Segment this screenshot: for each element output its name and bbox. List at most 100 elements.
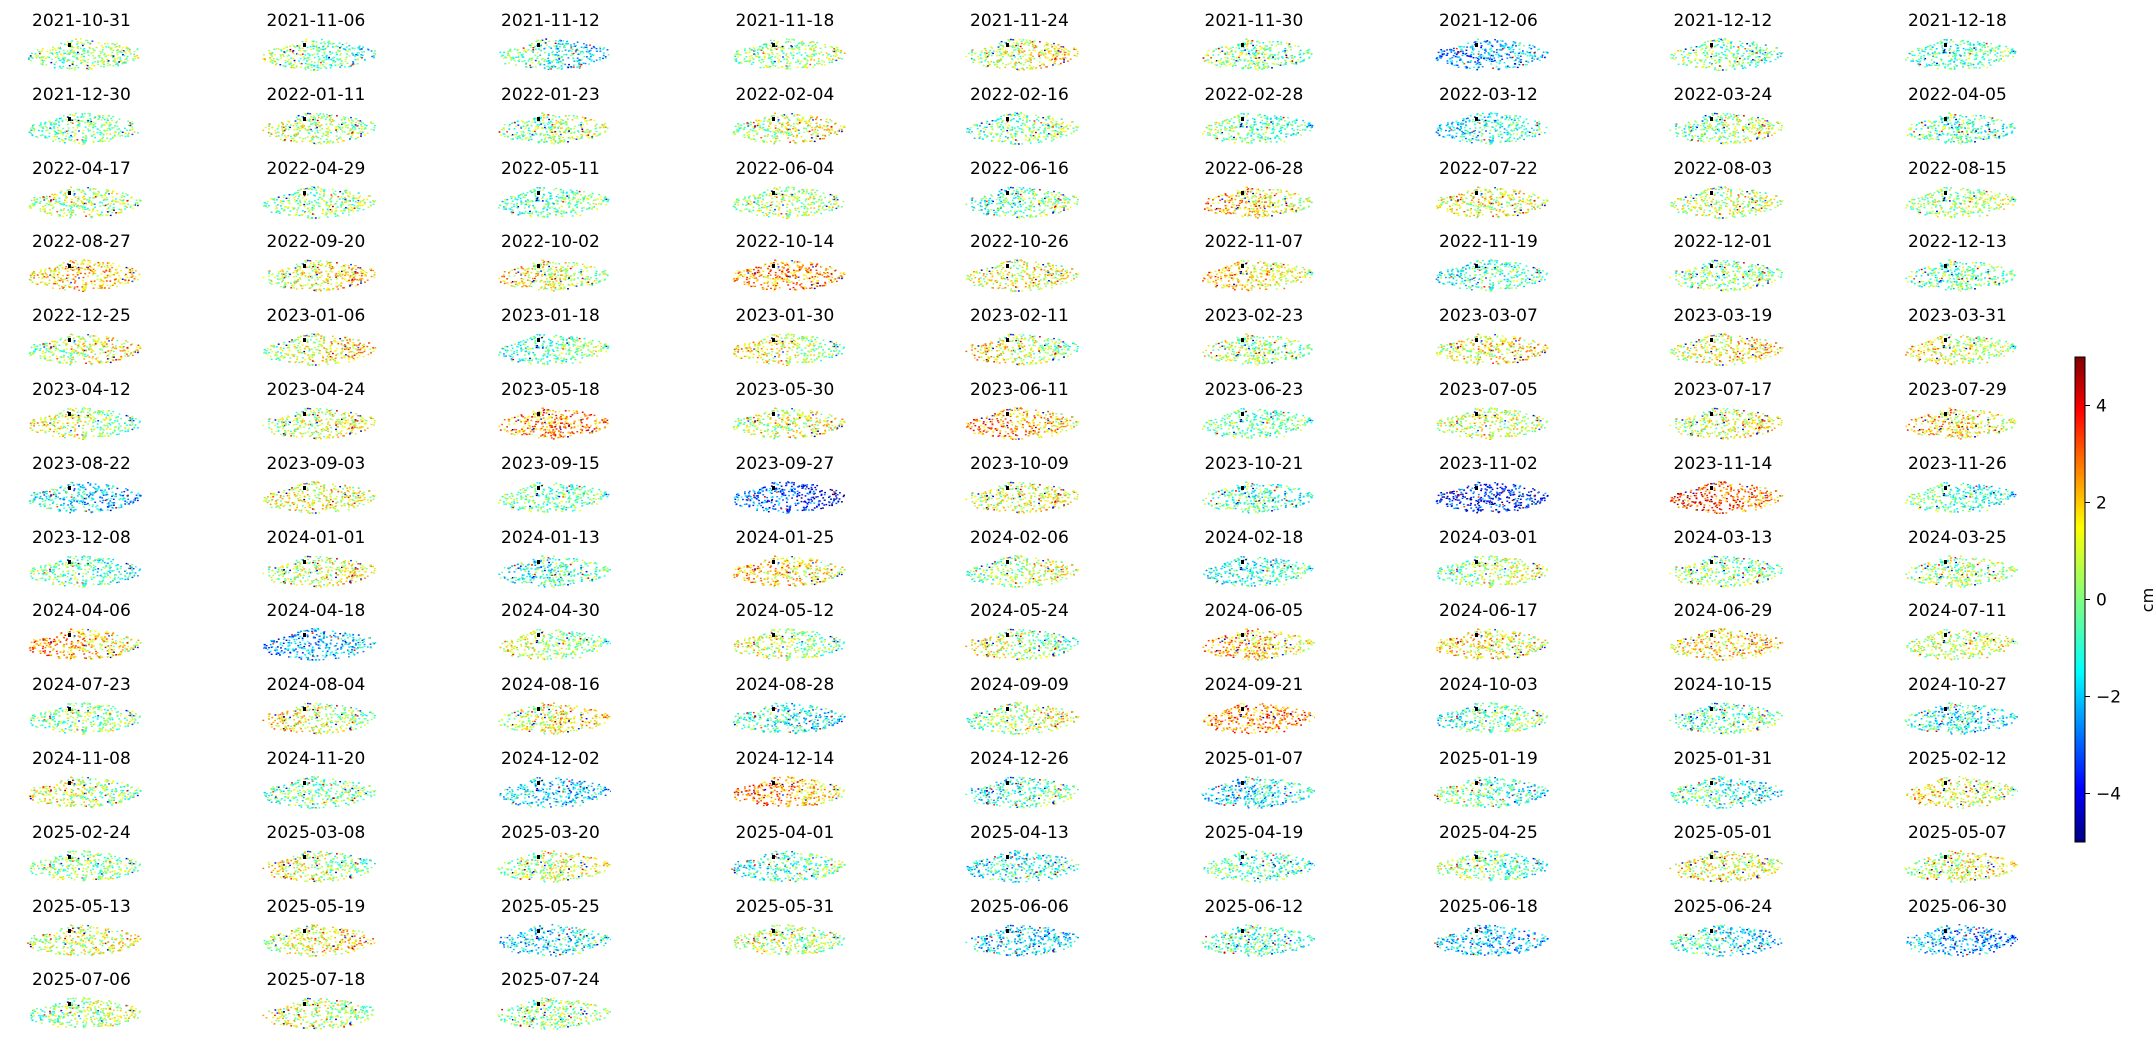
map-pixel	[1023, 43, 1025, 46]
map-pixel	[1059, 58, 1062, 60]
map-pixel	[1448, 57, 1451, 60]
map-pixel	[1758, 60, 1760, 62]
map-pixel	[765, 141, 768, 143]
map-pixel	[1047, 115, 1049, 117]
map-pixel	[1923, 50, 1926, 53]
map-pixel	[1751, 53, 1754, 55]
map-pixel	[977, 55, 979, 58]
map-pixel	[1225, 53, 1228, 55]
map-pixel	[87, 54, 90, 57]
map-pixel	[1718, 61, 1720, 64]
map-pixel	[1490, 47, 1493, 49]
map-pixel	[808, 130, 810, 132]
map-pixel	[1722, 44, 1725, 46]
map-pixel	[89, 42, 91, 44]
map-pixel	[1002, 46, 1005, 48]
map-pixel	[57, 132, 59, 135]
map-pixel	[1537, 57, 1540, 59]
map-pixel	[772, 39, 775, 42]
map-pixel	[750, 49, 753, 51]
map-pixel	[1220, 46, 1222, 49]
map-pixel	[1923, 56, 1925, 59]
map-pixel	[103, 52, 106, 55]
map-pixel	[1016, 114, 1019, 116]
map-pixel	[49, 49, 52, 52]
map-pixel	[538, 123, 541, 126]
map-pixel	[593, 46, 596, 49]
map-pixel	[133, 55, 136, 57]
map-pixel	[331, 61, 334, 64]
map-pixel	[1471, 44, 1474, 46]
map-pixel	[1700, 45, 1702, 47]
reference-point-marker	[1006, 116, 1009, 121]
map-pixel	[1310, 53, 1312, 55]
map-pixel	[1498, 62, 1501, 65]
map-pixel	[1737, 46, 1739, 48]
map-pixel	[71, 51, 74, 53]
map-pixel	[748, 60, 751, 62]
map-pixel	[56, 126, 59, 129]
map-pixel	[63, 141, 66, 144]
map-pixel	[781, 45, 783, 48]
map-pixel	[762, 66, 765, 69]
map-pixel	[1020, 131, 1023, 133]
map-pixel	[1983, 45, 1986, 47]
map-pixel	[1456, 61, 1458, 63]
map-pixel	[998, 51, 1001, 53]
map-pixel	[561, 127, 564, 129]
map-pixel	[818, 126, 821, 128]
map-pixel	[1475, 57, 1478, 59]
map-pixel	[1237, 115, 1240, 118]
map-pixel	[1073, 130, 1075, 133]
map-pixel	[119, 58, 122, 60]
map-pixel	[758, 60, 760, 62]
map-pixel	[1026, 119, 1028, 121]
map-pixel	[56, 52, 58, 54]
map-pixel	[293, 45, 295, 48]
map-pixel	[1455, 64, 1458, 66]
map-pixel	[88, 66, 91, 69]
map-pixel	[770, 46, 773, 49]
map-pixel	[1527, 60, 1530, 63]
map-pixel	[1236, 60, 1239, 62]
map-pixel	[325, 123, 327, 125]
map-pixel	[1940, 43, 1942, 45]
map-pixel	[1062, 127, 1065, 130]
map-pixel	[1480, 53, 1483, 56]
map-pixel	[269, 54, 272, 56]
map-pixel	[329, 116, 332, 119]
map-pixel	[296, 118, 299, 120]
map-pixel	[1937, 53, 1939, 55]
map-pixel	[100, 132, 103, 134]
map-pixel	[547, 65, 550, 68]
map-pixel	[509, 50, 512, 52]
map-pixel	[339, 46, 342, 48]
map-pixel	[733, 58, 736, 60]
map-pixel	[310, 130, 313, 132]
map-pixel	[1751, 43, 1754, 46]
map-pixel	[563, 130, 566, 133]
map-pixel	[785, 122, 788, 124]
map-pixel	[1243, 137, 1246, 139]
map-pixel	[1476, 67, 1479, 69]
map-pixel	[1735, 57, 1737, 59]
map-pixel	[1299, 49, 1301, 52]
map-pixel	[1053, 129, 1055, 132]
map-pixel	[843, 52, 846, 54]
map-pixel	[288, 126, 291, 128]
map-pixel	[1033, 57, 1035, 60]
map-pixel	[117, 64, 120, 67]
map-pixel	[790, 112, 793, 115]
map-pixel	[984, 55, 987, 57]
map-pixel	[759, 120, 762, 122]
map-pixel	[71, 61, 74, 64]
map-pixel	[1053, 132, 1056, 134]
map-pixel	[358, 45, 361, 47]
map-pixel	[1460, 59, 1463, 61]
map-pixel	[1011, 114, 1013, 116]
map-pixel	[281, 132, 284, 134]
map-pixel	[1039, 57, 1041, 59]
map-pixel	[314, 45, 317, 48]
map-pixel	[1294, 121, 1296, 123]
map-pixel	[1051, 139, 1053, 142]
